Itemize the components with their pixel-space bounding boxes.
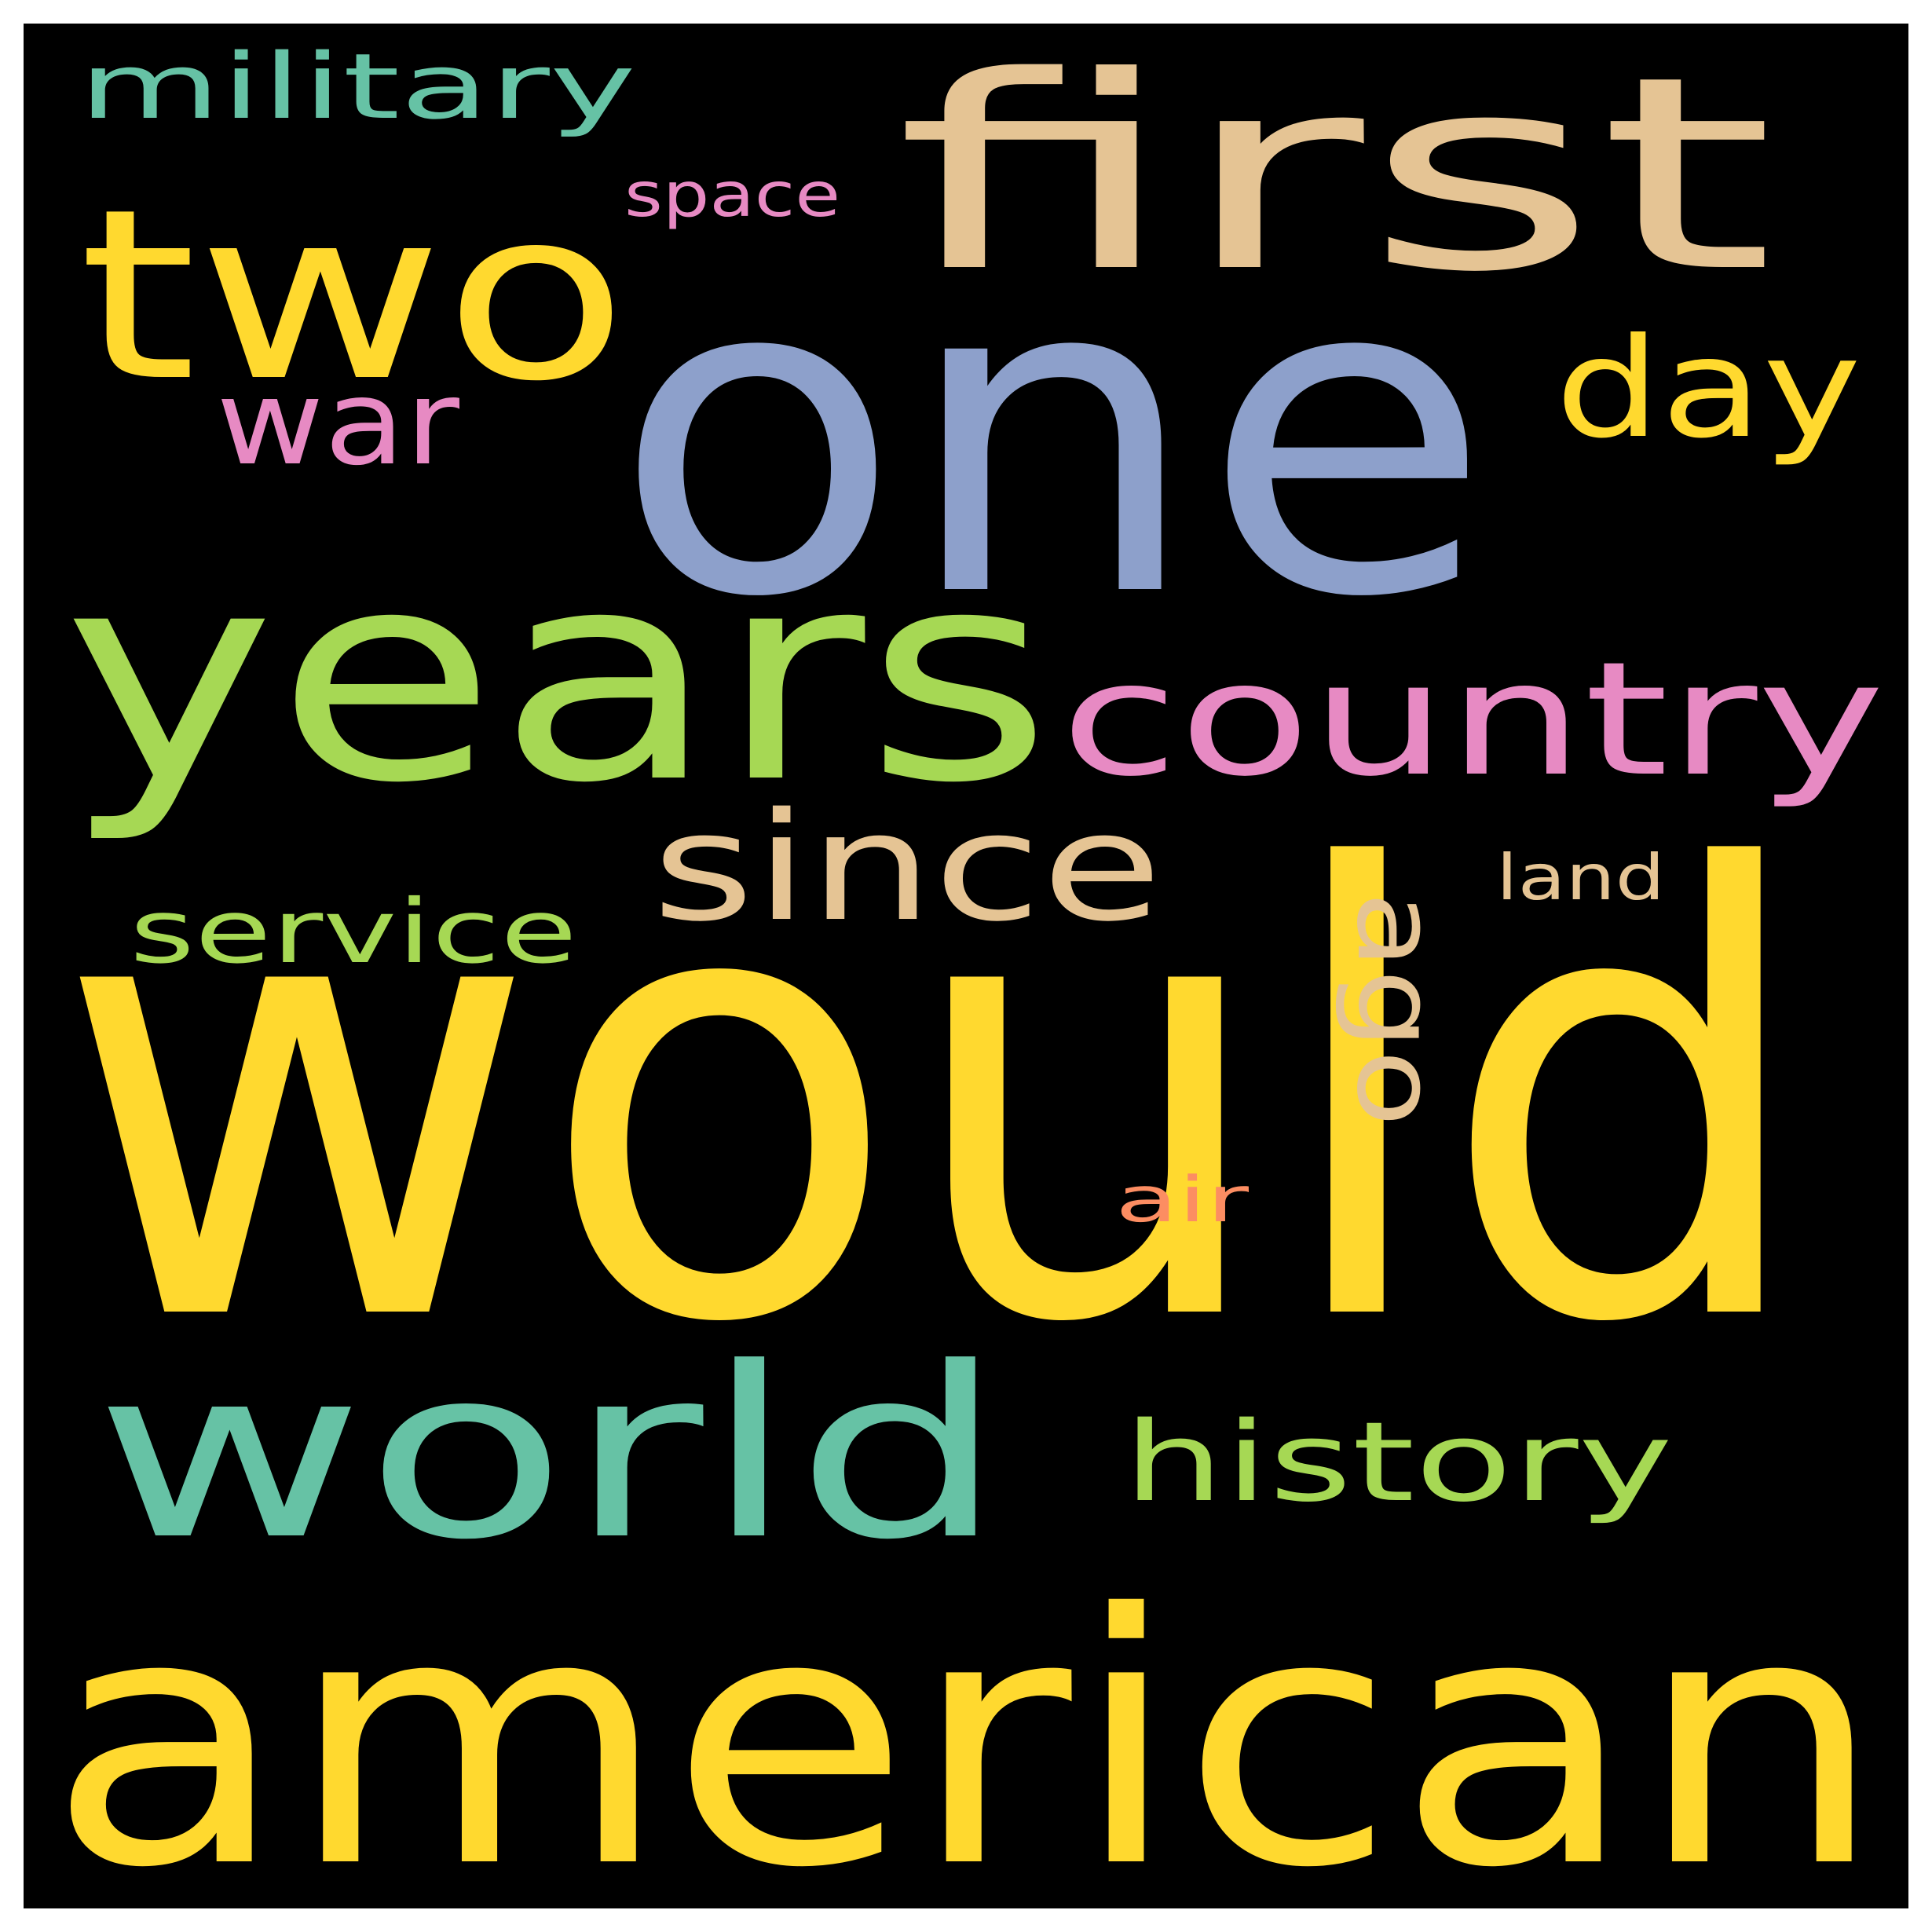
word-history: history xyxy=(1123,1399,1673,1527)
word-one: one xyxy=(613,181,1492,693)
word-since: since xyxy=(652,781,1162,954)
word-years: years xyxy=(63,509,1052,847)
word-cloud-canvas: would one american years first two world… xyxy=(24,24,1908,1908)
word-air: air xyxy=(1115,1163,1249,1236)
word-military: military xyxy=(79,35,636,140)
word-land: land xyxy=(1496,841,1665,914)
word-first: first xyxy=(895,24,1775,331)
word-two: two xyxy=(79,159,628,433)
word-would: would xyxy=(55,743,1814,1456)
word-war: war xyxy=(216,355,459,492)
word-country: country xyxy=(1060,628,1885,811)
word-space: space xyxy=(624,160,840,231)
word-service: service xyxy=(130,881,577,983)
word-ago: ago xyxy=(1332,891,1460,1127)
word-american: american xyxy=(47,1541,1885,1908)
word-day: day xyxy=(1555,309,1861,469)
word-world: world xyxy=(94,1317,1005,1591)
word-cloud-svg: would one american years first two world… xyxy=(47,24,1885,1908)
